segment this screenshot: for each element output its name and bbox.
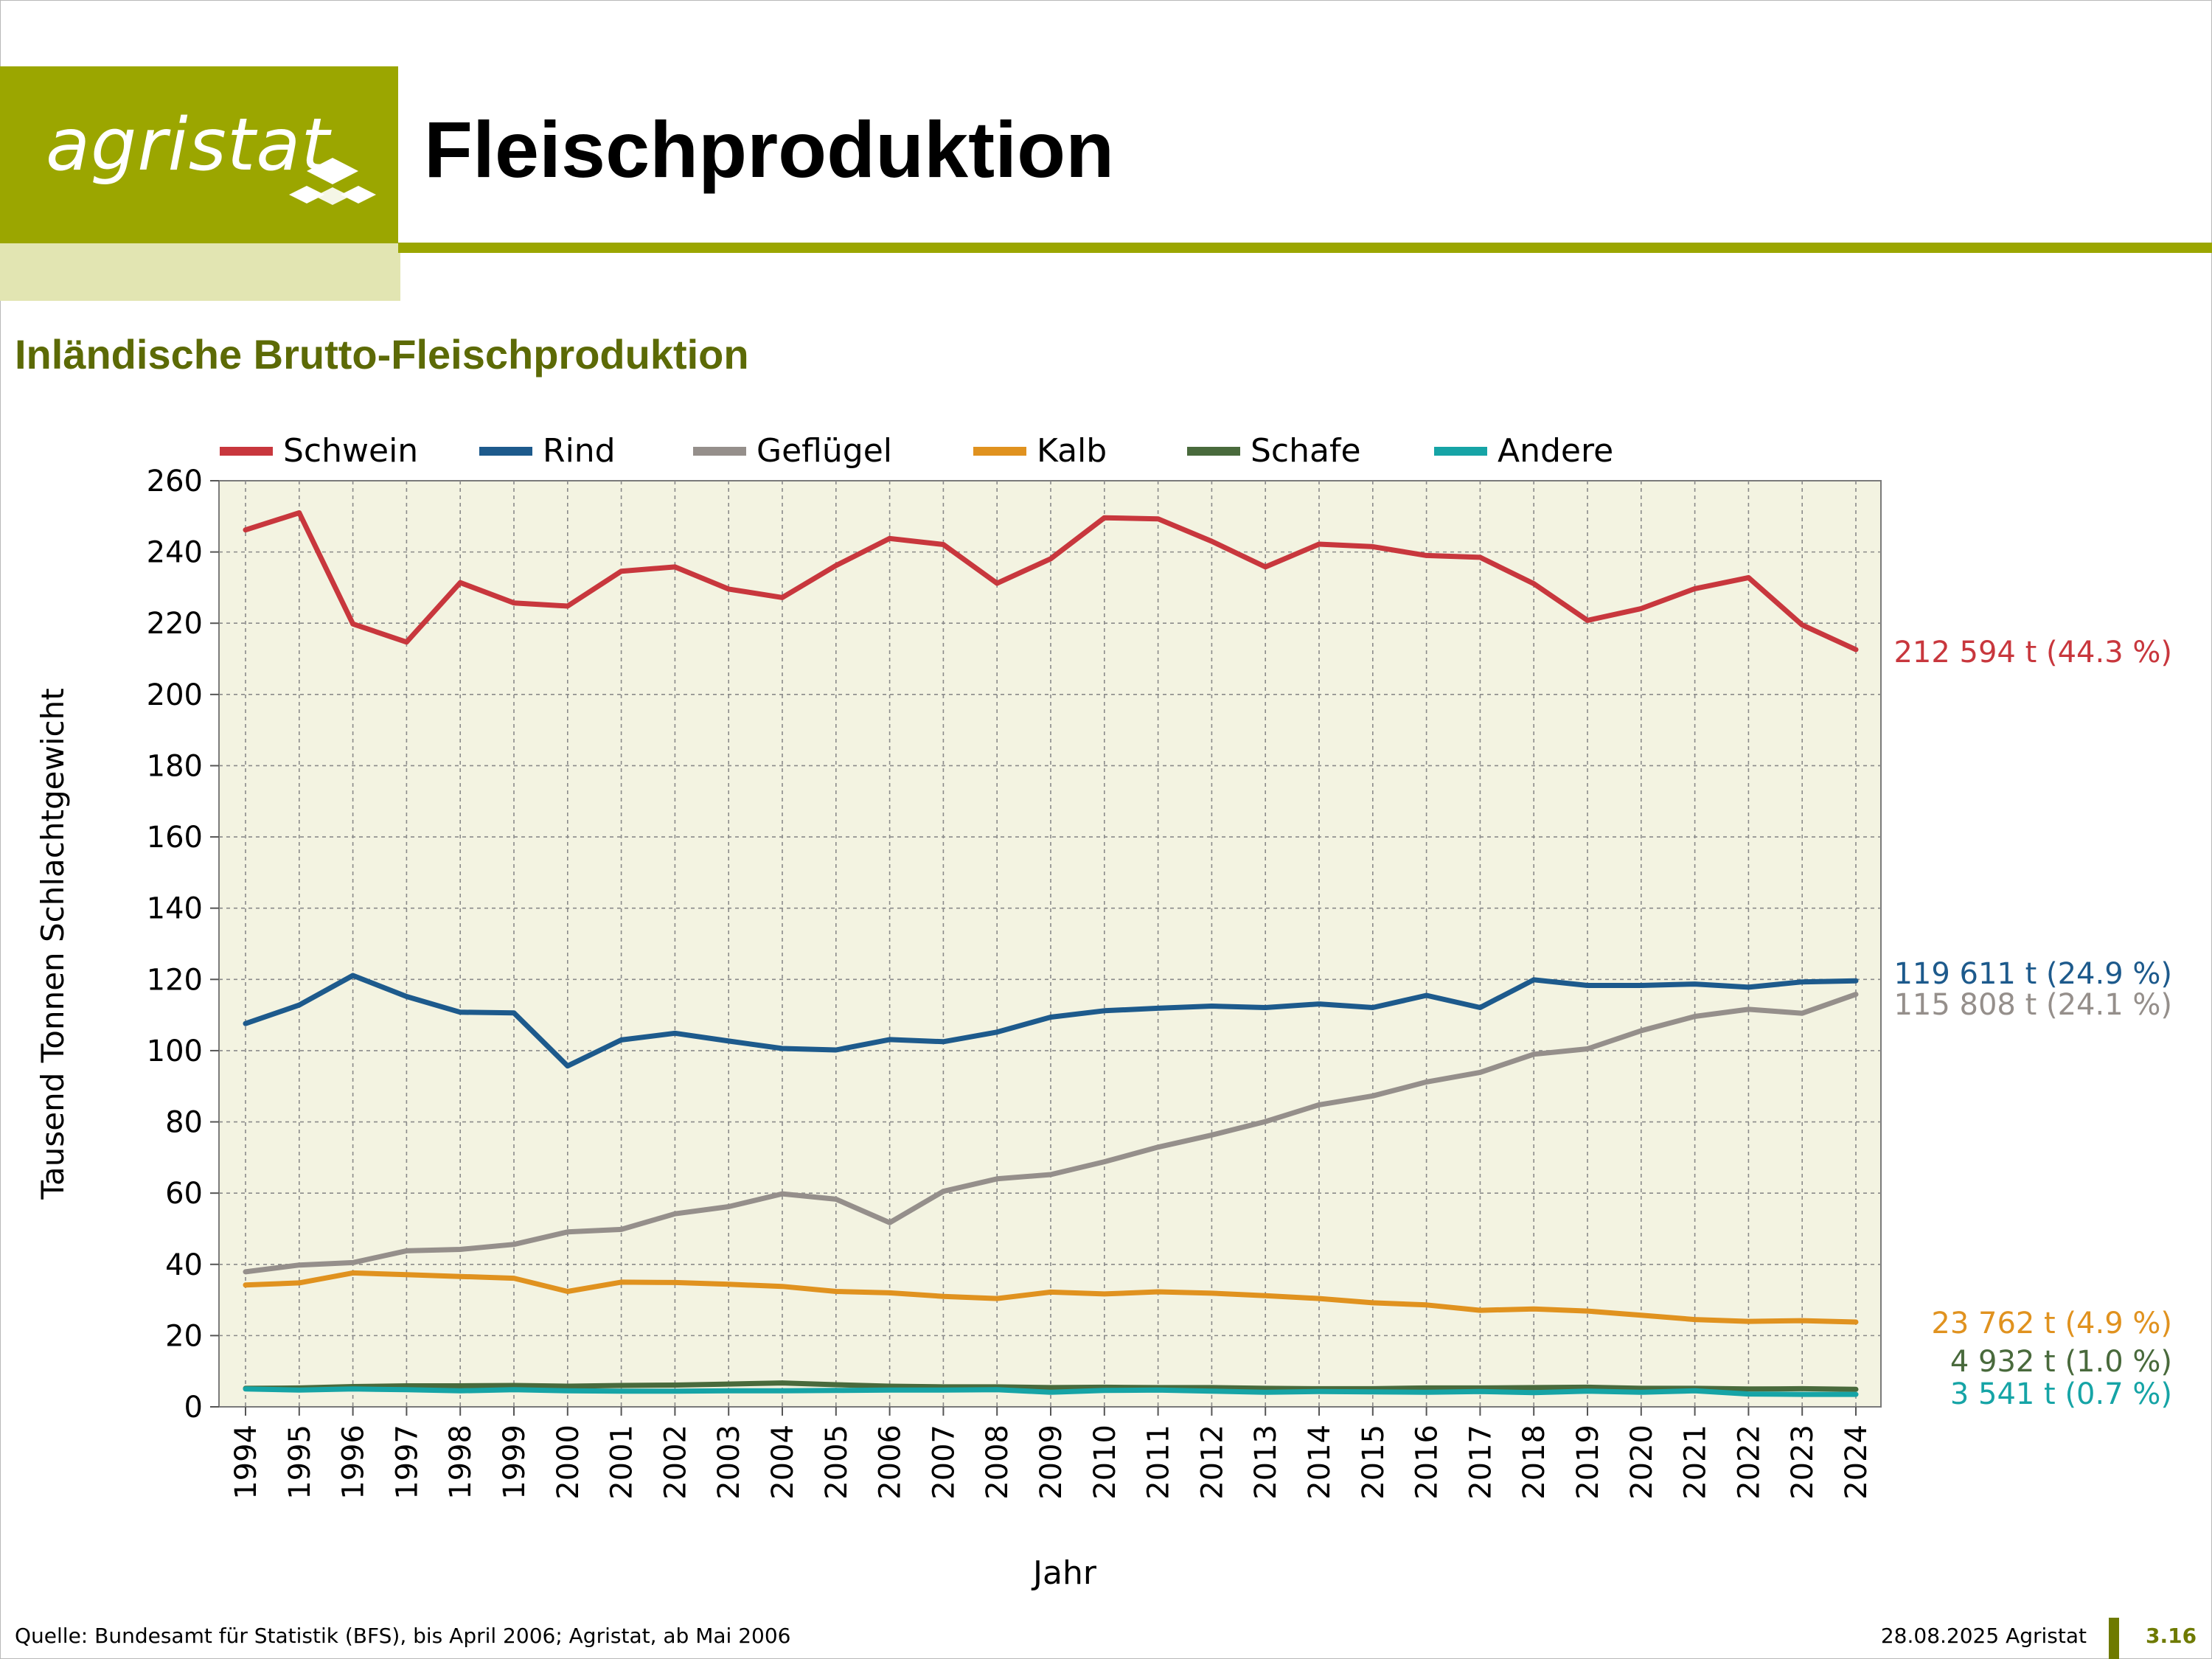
x-tick-label: 2015 <box>1357 1425 1391 1500</box>
footer-source: Quelle: Bundesamt für Statistik (BFS), b… <box>15 1624 791 1648</box>
series-line-rind <box>243 973 1859 1069</box>
x-tick-label: 1996 <box>337 1425 371 1500</box>
y-tick-label: 40 <box>165 1248 203 1282</box>
x-tick-label: 2013 <box>1249 1425 1283 1500</box>
y-tick-label: 220 <box>147 607 203 641</box>
x-tick-label: 2014 <box>1303 1425 1337 1500</box>
x-tick-label: 2004 <box>766 1425 800 1500</box>
x-tick-label: 2018 <box>1517 1425 1551 1500</box>
x-tick-label: 2021 <box>1679 1425 1713 1500</box>
y-tick-label: 160 <box>147 821 203 855</box>
page-number: 3.16 <box>2146 1624 2197 1648</box>
x-tick-label: 2022 <box>1732 1425 1766 1500</box>
header-rule <box>398 243 2212 253</box>
footer-date: 28.08.2025 Agristat <box>1880 1624 2087 1648</box>
x-tick-label: 2000 <box>552 1425 585 1500</box>
x-tick-label: 1998 <box>444 1425 478 1500</box>
legend-item-schwein: Schwein <box>220 432 418 470</box>
legend-item-kalb: Kalb <box>973 432 1107 470</box>
x-axis-label: Jahr <box>1031 1554 1097 1592</box>
x-tick-label: 2019 <box>1571 1425 1605 1500</box>
axes: 0 20 40 60 80 100 120 140 160 180 200 220 240 260 1994… <box>147 465 1874 1500</box>
x-tick-label: 2007 <box>927 1425 961 1500</box>
logo-shadow <box>0 243 400 301</box>
series-line-andere <box>243 1386 1859 1397</box>
legend-item-geflügel: Geflügel <box>693 432 892 470</box>
agristat-logo <box>0 66 398 243</box>
x-tick-label: 1999 <box>498 1425 532 1500</box>
y-tick-label: 0 <box>184 1391 203 1425</box>
y-tick-label: 200 <box>147 678 203 712</box>
x-tick-label: 2010 <box>1088 1425 1122 1500</box>
x-tick-label: 2011 <box>1142 1425 1176 1500</box>
series-line-kalb <box>243 1270 1859 1325</box>
x-tick-label: 1994 <box>229 1425 263 1500</box>
page-title: Fleischproduktion <box>424 105 1115 194</box>
x-tick-label: 2024 <box>1840 1425 1874 1500</box>
end-label-geflügel: 115 808 t (24.1 %) <box>1893 988 2172 1022</box>
footer-bar <box>2109 1618 2119 1659</box>
end-label-schwein: 212 594 t (44.3 %) <box>1893 636 2172 669</box>
end-label-andere: 3 541 t (0.7 %) <box>1950 1377 2172 1411</box>
legend-label: Kalb <box>1037 432 1107 470</box>
series-line-geflügel <box>243 992 1859 1275</box>
x-tick-label: 2002 <box>658 1425 692 1500</box>
y-tick-label: 120 <box>147 963 203 997</box>
end-labels: 212 594 t (44.3 %) 119 611 t (24.9 %)115 … <box>1893 636 2172 1411</box>
legend-label: Geflügel <box>757 432 892 470</box>
y-tick-label: 20 <box>165 1319 203 1353</box>
legend: Schwein Rind Geflügel Kalb Schafe Andere <box>220 432 1613 470</box>
x-tick-label: 2017 <box>1464 1425 1498 1500</box>
x-tick-label: 2005 <box>820 1425 854 1500</box>
plot-area <box>218 480 1882 1408</box>
legend-label: Schafe <box>1251 432 1361 470</box>
legend-item-schafe: Schafe <box>1187 432 1361 470</box>
x-tick-label: 2009 <box>1034 1425 1068 1500</box>
y-tick-label: 240 <box>147 536 203 570</box>
end-label-rind: 119 611 t (24.9 %) <box>1893 957 2172 991</box>
legend-label: Rind <box>543 432 616 470</box>
y-tick-label: 260 <box>147 465 203 498</box>
x-tick-label: 2023 <box>1786 1425 1820 1500</box>
x-tick-label: 2008 <box>981 1425 1015 1500</box>
x-tick-label: 1997 <box>390 1425 424 1500</box>
legend-item-rind: Rind <box>479 432 616 470</box>
y-tick-label: 80 <box>165 1106 203 1140</box>
x-tick-label: 2012 <box>1195 1425 1229 1500</box>
x-tick-label: 2001 <box>605 1425 639 1500</box>
diamond-logo-icon <box>289 158 376 205</box>
series-line-schwein <box>243 510 1859 653</box>
legend-label: Schwein <box>283 432 418 470</box>
x-tick-label: 2016 <box>1411 1425 1444 1500</box>
legend-label: Andere <box>1498 432 1613 470</box>
end-label-schafe: 4 932 t (1.0 %) <box>1950 1345 2172 1379</box>
x-tick-label: 2003 <box>712 1425 746 1500</box>
y-tick-label: 180 <box>147 749 203 783</box>
legend-item-andere: Andere <box>1434 432 1613 470</box>
y-tick-label: 100 <box>147 1034 203 1068</box>
logo-text: agristat <box>46 103 330 187</box>
y-axis-label: Tausend Tonnen Schlachtgewicht <box>35 688 71 1200</box>
chart-subtitle: Inländische Brutto-Fleischproduktion <box>15 331 749 378</box>
y-tick-label: 60 <box>165 1177 203 1211</box>
x-tick-label: 1995 <box>283 1425 317 1500</box>
series-line-schafe <box>243 1380 1859 1392</box>
series-lines <box>243 510 1859 1397</box>
x-tick-label: 2020 <box>1625 1425 1659 1500</box>
y-tick-label: 140 <box>147 892 203 926</box>
end-label-kalb: 23 762 t (4.9 %) <box>1931 1307 2172 1340</box>
x-tick-label: 2006 <box>874 1425 908 1500</box>
